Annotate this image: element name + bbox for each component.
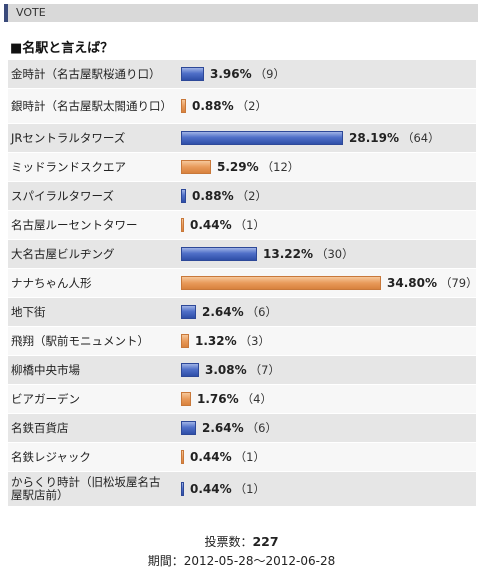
vote-row: 銀時計（名古屋駅太閤通り口） 0.88% （2）	[8, 89, 476, 124]
vote-bar-group: 5.29% （12）	[181, 153, 299, 181]
vote-bar	[181, 276, 381, 290]
vote-bar-group: 34.80% （79）	[181, 269, 478, 297]
vote-chart: 金時計（名古屋駅桜通り口） 3.96% （9） 銀時計（名古屋駅太閤通り口） 0.88%…	[8, 60, 478, 507]
vote-bar-group: 13.22% （30）	[181, 240, 354, 268]
vote-bar-group: 1.32% （3）	[181, 327, 270, 355]
vote-count: （1）	[234, 218, 265, 232]
vote-row: 大名古屋ビルヂング 13.22% （30）	[8, 240, 476, 269]
vote-row: 柳橋中央市場 3.08% （7）	[8, 356, 476, 385]
vote-count: （3）	[239, 334, 270, 348]
vote-percent: 3.08%	[205, 363, 247, 377]
vote-option-label: ビアガーデン	[11, 391, 80, 406]
vote-option-label: JRセントラルタワーズ	[11, 130, 126, 145]
poll-period: 期間：2012-05-28～2012-06-28	[147, 554, 336, 568]
vote-bar-group: 28.19% （64）	[181, 124, 440, 152]
total-votes-label: 投票数：	[204, 535, 253, 549]
vote-row: 名古屋ルーセントタワー 0.44% （1）	[8, 211, 476, 240]
vote-count: （6）	[246, 421, 277, 435]
vote-row: 名鉄百貨店 2.64% （6）	[8, 414, 476, 443]
vote-bar	[181, 334, 189, 348]
vote-count: （1）	[234, 482, 265, 496]
vote-bar-group: 2.64% （6）	[181, 414, 277, 442]
vote-bar-group: 0.44% （1）	[181, 211, 265, 239]
vote-option-label: 銀時計（名古屋駅太閤通り口）	[11, 98, 172, 113]
vote-option-label: からくり時計（旧松坂屋名古屋駅店前）	[11, 475, 161, 502]
vote-row: ナナちゃん人形 34.80% （79）	[8, 269, 478, 298]
vote-percent: 5.29%	[217, 160, 259, 174]
vote-bar	[181, 247, 257, 261]
vote-row: スパイラルタワーズ 0.88% （2）	[8, 182, 476, 211]
vote-option-label: 大名古屋ビルヂング	[11, 246, 115, 261]
vote-bar-group: 1.76% （4）	[181, 385, 272, 413]
total-votes: 投票数：227	[0, 533, 483, 550]
vote-option-label: スパイラルタワーズ	[11, 188, 114, 203]
total-votes-value: 227	[252, 534, 279, 549]
vote-option-label: ナナちゃん人形	[11, 275, 92, 290]
vote-bar-group: 0.44% （1）	[181, 472, 265, 506]
vote-count: （4）	[241, 392, 272, 406]
vote-bar	[181, 305, 196, 319]
vote-percent: 0.44%	[190, 482, 232, 496]
vote-percent: 3.96%	[210, 67, 252, 81]
vote-header-label: VOTE	[16, 6, 46, 19]
vote-bar-group: 0.44% （1）	[181, 443, 265, 471]
poll-question: ■名駅と言えば？	[10, 41, 114, 56]
vote-count: （12）	[261, 160, 300, 174]
vote-option-label: 名古屋ルーセントタワー	[11, 217, 138, 232]
vote-count: （64）	[401, 131, 440, 145]
vote-percent: 0.88%	[192, 189, 234, 203]
vote-percent: 0.88%	[192, 99, 234, 113]
vote-bar	[181, 131, 343, 145]
vote-count: （30）	[315, 247, 354, 261]
vote-percent: 28.19%	[349, 131, 399, 145]
vote-row: ミッドランドスクエア 5.29% （12）	[8, 153, 476, 182]
vote-percent: 2.64%	[202, 421, 244, 435]
vote-percent: 2.64%	[202, 305, 244, 319]
vote-count: （2）	[236, 99, 267, 113]
vote-bar-group: 3.08% （7）	[181, 356, 280, 384]
vote-header: VOTE	[4, 4, 478, 22]
vote-bar-group: 0.88% （2）	[181, 89, 267, 123]
vote-percent: 0.44%	[190, 450, 232, 464]
vote-bar	[181, 160, 211, 174]
vote-count: （79）	[439, 276, 478, 290]
vote-percent: 13.22%	[263, 247, 313, 261]
vote-row: 名鉄レジャック 0.44% （1）	[8, 443, 476, 472]
vote-count: （9）	[254, 67, 285, 81]
vote-percent: 1.76%	[197, 392, 239, 406]
vote-bar	[181, 392, 191, 406]
vote-count: （2）	[236, 189, 267, 203]
vote-bar-group: 3.96% （9）	[181, 60, 285, 88]
vote-row: JRセントラルタワーズ 28.19% （64）	[8, 124, 476, 153]
vote-bar	[181, 482, 184, 496]
vote-bar	[181, 421, 196, 435]
vote-count: （7）	[249, 363, 280, 377]
vote-percent: 1.32%	[195, 334, 237, 348]
vote-row: 地下街 2.64% （6）	[8, 298, 476, 327]
vote-bar-group: 0.88% （2）	[181, 182, 267, 210]
vote-row: ビアガーデン 1.76% （4）	[8, 385, 476, 414]
vote-option-label: 飛翔（駅前モニュメント）	[11, 333, 149, 348]
vote-bar	[181, 218, 184, 232]
vote-bar	[181, 99, 186, 113]
vote-bar	[181, 67, 204, 81]
vote-option-label: 名鉄レジャック	[11, 449, 91, 464]
vote-bar	[181, 450, 184, 464]
vote-count: （1）	[234, 450, 265, 464]
vote-bar	[181, 189, 186, 203]
vote-row: 金時計（名古屋駅桜通り口） 3.96% （9）	[8, 60, 476, 89]
vote-option-label: 地下街	[11, 304, 46, 319]
vote-count: （6）	[246, 305, 277, 319]
vote-percent: 34.80%	[387, 276, 437, 290]
vote-bar	[181, 363, 199, 377]
vote-row: 飛翔（駅前モニュメント） 1.32% （3）	[8, 327, 476, 356]
vote-option-label: 柳橋中央市場	[11, 362, 80, 377]
vote-option-label: ミッドランドスクエア	[11, 159, 126, 174]
vote-percent: 0.44%	[190, 218, 232, 232]
vote-bar-group: 2.64% （6）	[181, 298, 277, 326]
vote-option-label: 金時計（名古屋駅桜通り口）	[11, 66, 161, 81]
vote-row: からくり時計（旧松坂屋名古屋駅店前） 0.44% （1）	[8, 472, 476, 507]
vote-option-label: 名鉄百貨店	[11, 420, 69, 435]
